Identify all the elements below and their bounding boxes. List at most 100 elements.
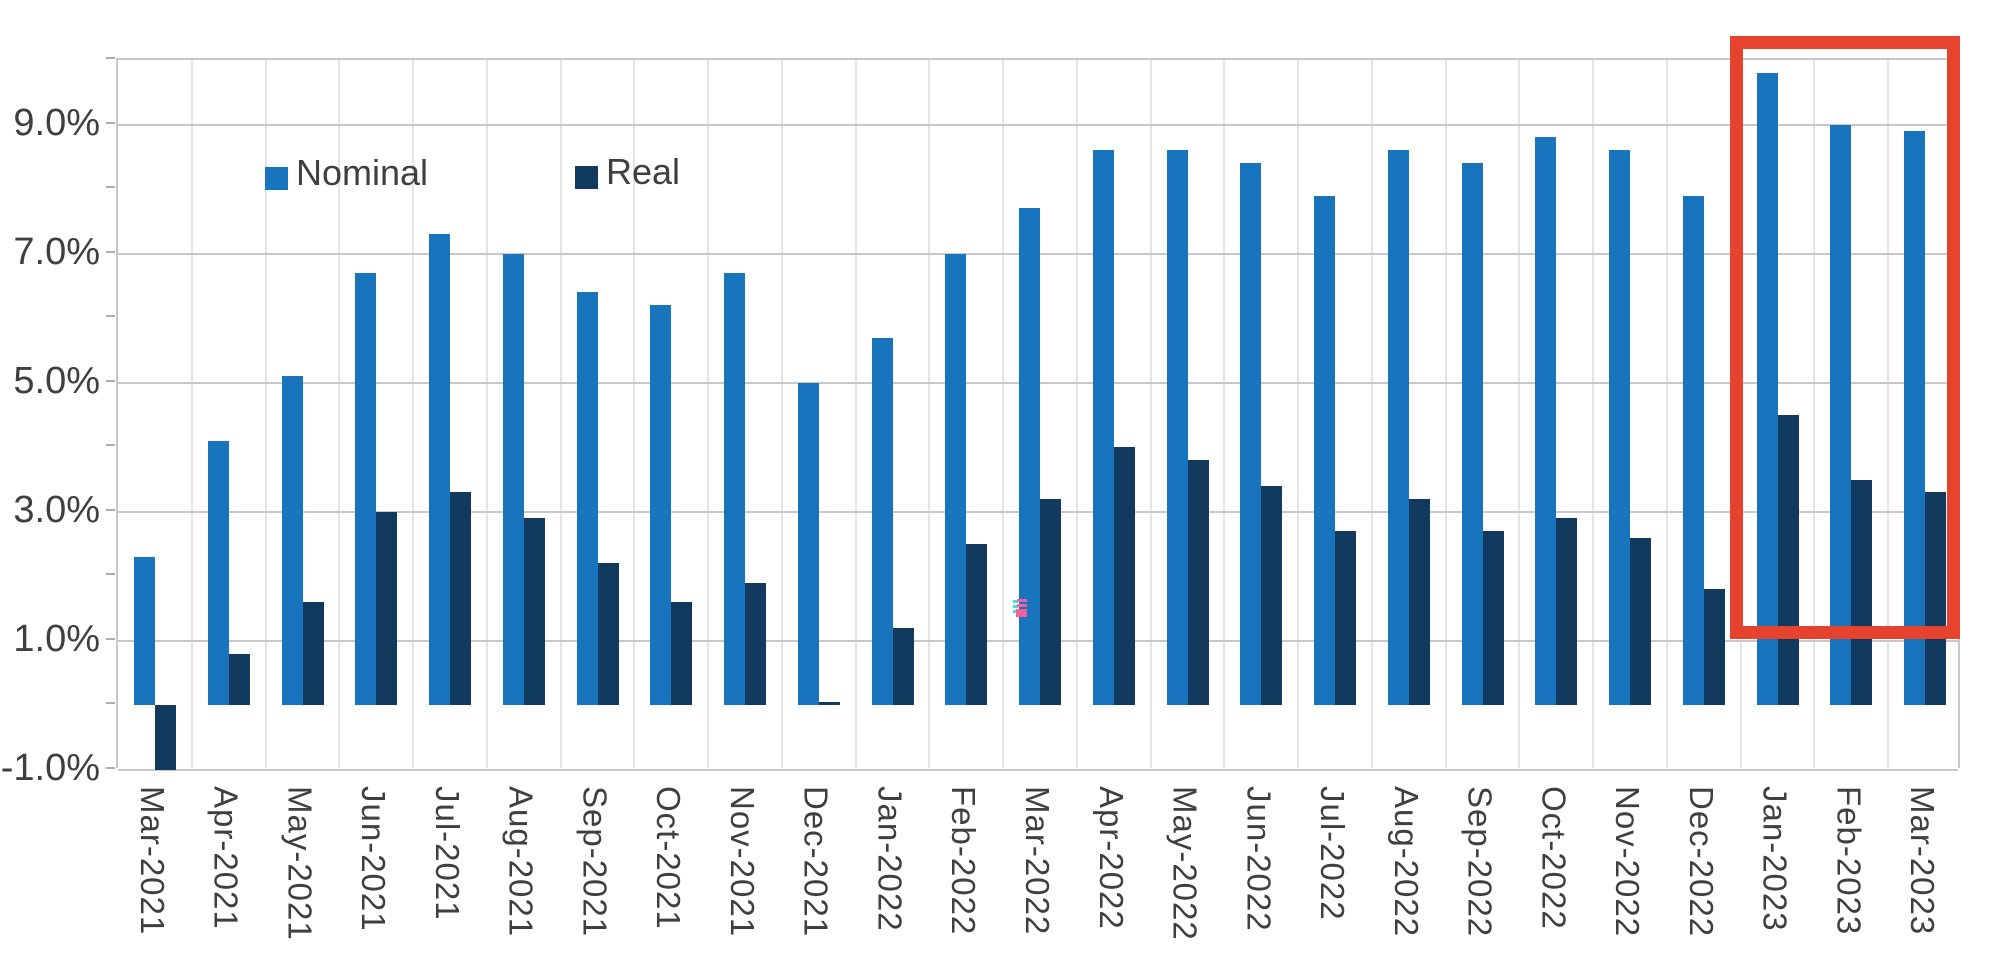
bar-nominal-Jun-2021 (355, 273, 377, 706)
x-axis-label: Jul-2022 (1314, 786, 1352, 921)
bar-real-Jul-2021 (450, 492, 472, 706)
x-axis-label: Jul-2021 (428, 786, 466, 921)
x-axis-label: Apr-2022 (1092, 786, 1130, 930)
y-axis-tick (106, 186, 115, 189)
bar-nominal-Jul-2021 (429, 234, 451, 706)
bar-real-Mar-2022 (1040, 498, 1062, 706)
bar-nominal-Feb-2023 (1830, 124, 1852, 706)
x-axis-label: Mar-2022 (1019, 786, 1056, 936)
bar-real-Apr-2022 (1113, 447, 1135, 706)
x-axis-label: Jan-2023 (1756, 786, 1794, 932)
x-axis-label: Jan-2022 (871, 786, 909, 932)
category-separator (412, 60, 415, 768)
category-separator (1444, 60, 1447, 768)
y-axis-label: 5.0% (13, 359, 100, 402)
y-axis-tick (106, 508, 115, 511)
bar-nominal-Jan-2022 (871, 337, 893, 706)
y-axis-label: 3.0% (13, 488, 100, 531)
category-separator (1075, 60, 1078, 768)
x-axis-label: Aug-2021 (502, 786, 540, 938)
y-axis-tick (106, 637, 115, 640)
bar-nominal-Oct-2021 (650, 305, 672, 706)
x-axis-label: Aug-2022 (1387, 786, 1425, 938)
bar-nominal-Jul-2022 (1314, 195, 1336, 706)
y-axis-tick (106, 121, 115, 124)
list-glyph-artifact (1013, 599, 1027, 617)
x-axis-label: Oct-2021 (650, 786, 688, 930)
bar-real-Aug-2022 (1408, 498, 1430, 706)
bar-nominal-Nov-2021 (724, 273, 746, 706)
bar-real-Nov-2022 (1630, 537, 1652, 706)
x-axis-label: Dec-2021 (797, 786, 835, 938)
artifact-cyan-dash (1013, 605, 1018, 608)
bar-real-Feb-2023 (1851, 479, 1873, 706)
x-axis-label: Jun-2022 (1240, 786, 1278, 932)
bar-nominal-Aug-2021 (502, 253, 524, 706)
artifact-cyan-dash (1013, 610, 1018, 613)
y-axis-tick (106, 315, 115, 318)
highlight-box (1730, 36, 1960, 639)
bar-real-Sep-2021 (597, 563, 619, 706)
bar-nominal-May-2021 (281, 376, 303, 706)
y-axis-tick (106, 57, 115, 59)
bar-real-Dec-2021 (818, 702, 840, 706)
bar-real-Oct-2021 (671, 602, 693, 706)
artifact-pink-line (1017, 599, 1027, 602)
category-separator (1665, 60, 1668, 768)
legend-label-real: Real (606, 151, 681, 192)
x-axis-label: Feb-2023 (1830, 786, 1868, 936)
bar-real-May-2022 (1187, 460, 1209, 706)
bar-nominal-May-2022 (1166, 150, 1188, 706)
bar-nominal-Sep-2022 (1461, 163, 1483, 706)
category-separator (1223, 60, 1226, 768)
plot-area (116, 58, 1960, 771)
category-separator (707, 60, 710, 768)
y-axis-tick (106, 444, 115, 447)
bar-nominal-Nov-2022 (1609, 150, 1631, 706)
category-separator (1297, 60, 1300, 768)
x-axis-label: Sep-2021 (576, 786, 614, 938)
y-axis-tick (106, 767, 115, 769)
category-separator (633, 60, 636, 768)
bar-real-Oct-2022 (1556, 518, 1578, 706)
bar-real-Jul-2022 (1335, 531, 1357, 706)
x-axis-label: Nov-2021 (723, 786, 761, 938)
bar-nominal-Sep-2021 (576, 292, 598, 706)
category-separator (1149, 60, 1152, 768)
category-separator (1518, 60, 1521, 768)
x-axis-label: Mar-2023 (1904, 786, 1942, 936)
bar-real-Jun-2022 (1261, 486, 1283, 706)
bar-nominal-Mar-2023 (1904, 131, 1926, 706)
category-separator (854, 60, 857, 768)
bar-nominal-Jun-2022 (1240, 163, 1262, 706)
x-axis-label: Dec-2022 (1682, 786, 1720, 938)
bar-nominal-Aug-2022 (1387, 150, 1409, 706)
artifact-pink-line (1017, 604, 1027, 607)
category-separator (190, 60, 193, 768)
bar-real-Feb-2022 (966, 544, 988, 706)
y-axis-label: 1.0% (13, 617, 100, 660)
bar-nominal-Jan-2023 (1756, 72, 1778, 706)
x-axis-label: Feb-2022 (945, 786, 983, 936)
bar-nominal-Apr-2021 (207, 440, 229, 706)
legend-swatch-real-icon (575, 166, 598, 189)
bar-real-Jan-2022 (892, 628, 914, 706)
category-separator (928, 60, 931, 768)
y-axis-tick (106, 379, 115, 382)
legend-label-nominal: Nominal (296, 152, 429, 193)
bar-real-Mar-2023 (1925, 492, 1947, 706)
bar-real-Nov-2021 (745, 582, 767, 706)
bar-real-May-2021 (302, 602, 324, 706)
category-separator (1887, 60, 1890, 768)
bar-real-Dec-2022 (1703, 589, 1725, 706)
bar-nominal-Oct-2022 (1535, 137, 1557, 706)
y-axis-tick (106, 573, 115, 576)
bar-real-Aug-2021 (523, 518, 545, 706)
gridline-9.0% (118, 123, 1958, 126)
category-separator (780, 60, 783, 768)
category-separator (1002, 60, 1005, 768)
x-axis-label: May-2021 (281, 786, 319, 941)
legend-swatch-nominal-icon (265, 167, 288, 190)
category-separator (485, 60, 488, 768)
category-separator (559, 60, 562, 768)
